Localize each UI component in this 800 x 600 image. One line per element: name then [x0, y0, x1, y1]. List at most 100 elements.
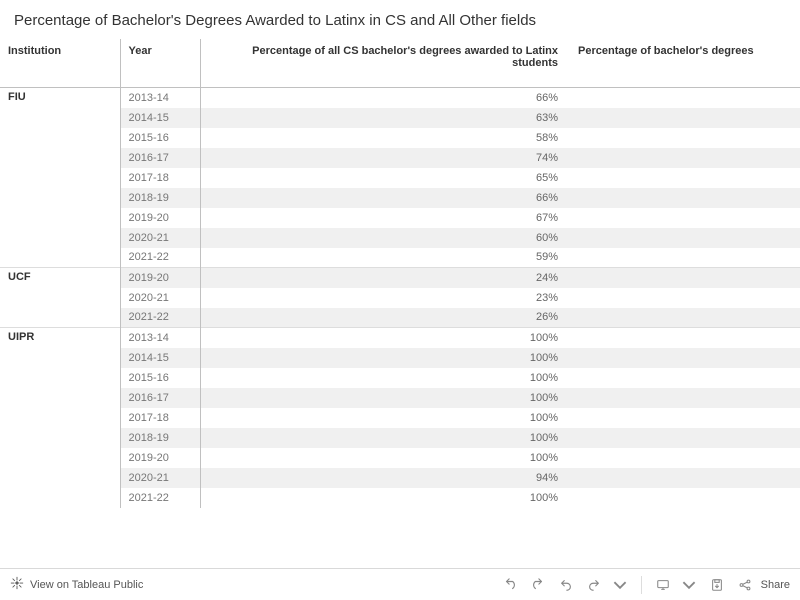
table-row[interactable]: 2014-1563% [0, 108, 800, 128]
pct-cs-cell[interactable]: 65% [200, 168, 570, 188]
table-row[interactable]: 2020-2123% [0, 288, 800, 308]
pct-cs-cell[interactable]: 58% [200, 128, 570, 148]
year-cell[interactable]: 2017-18 [120, 408, 200, 428]
table-row[interactable]: 2019-20100% [0, 448, 800, 468]
year-cell[interactable]: 2021-22 [120, 308, 200, 328]
pct-all-cell[interactable] [570, 148, 800, 168]
pct-cs-cell[interactable]: 100% [200, 428, 570, 448]
pct-all-cell[interactable] [570, 88, 800, 108]
table-row[interactable]: 2020-2160% [0, 228, 800, 248]
pct-cs-cell[interactable]: 100% [200, 368, 570, 388]
pct-all-cell[interactable] [570, 168, 800, 188]
redo-icon[interactable] [527, 574, 549, 596]
year-cell[interactable]: 2014-15 [120, 348, 200, 368]
table-row[interactable]: 2018-1966% [0, 188, 800, 208]
table-row[interactable]: 2019-2067% [0, 208, 800, 228]
pct-cs-cell[interactable]: 63% [200, 108, 570, 128]
pct-all-cell[interactable] [570, 388, 800, 408]
table-row[interactable]: 2017-18100% [0, 408, 800, 428]
view-on-tableau-link[interactable]: View on Tableau Public [30, 579, 143, 591]
table-row[interactable]: 2021-2259% [0, 248, 800, 268]
device-preview-icon[interactable] [652, 574, 674, 596]
pct-cs-cell[interactable]: 100% [200, 448, 570, 468]
table-row[interactable]: 2020-2194% [0, 468, 800, 488]
table-row[interactable]: 2016-1774% [0, 148, 800, 168]
table-row[interactable]: 2015-16100% [0, 368, 800, 388]
table-row[interactable]: 2018-19100% [0, 428, 800, 448]
pct-cs-cell[interactable]: 100% [200, 328, 570, 348]
pct-all-cell[interactable] [570, 128, 800, 148]
institution-cell[interactable]: UCF [0, 268, 120, 328]
year-cell[interactable]: 2018-19 [120, 428, 200, 448]
year-cell[interactable]: 2016-17 [120, 388, 200, 408]
pct-all-cell[interactable] [570, 448, 800, 468]
pct-all-cell[interactable] [570, 408, 800, 428]
pct-cs-cell[interactable]: 74% [200, 148, 570, 168]
table-row[interactable]: 2015-1658% [0, 128, 800, 148]
pct-cs-cell[interactable]: 26% [200, 308, 570, 328]
table-row[interactable]: FIU2013-1466% [0, 88, 800, 108]
pct-all-cell[interactable] [570, 308, 800, 328]
year-cell[interactable]: 2020-21 [120, 228, 200, 248]
col-header-pct-all[interactable]: Percentage of bachelor's degrees [570, 39, 800, 88]
refresh-menu-chevron-down-icon[interactable] [609, 574, 631, 596]
pct-cs-cell[interactable]: 23% [200, 288, 570, 308]
pct-all-cell[interactable] [570, 488, 800, 508]
table-row[interactable]: 2021-22100% [0, 488, 800, 508]
pct-cs-cell[interactable]: 100% [200, 488, 570, 508]
year-cell[interactable]: 2013-14 [120, 328, 200, 348]
col-header-pct-cs[interactable]: Percentage of all CS bachelor's degrees … [200, 39, 570, 88]
share-button[interactable]: Share [734, 574, 790, 596]
year-cell[interactable]: 2020-21 [120, 288, 200, 308]
undo-icon[interactable] [499, 574, 521, 596]
col-header-year[interactable]: Year [120, 39, 200, 88]
table-row[interactable]: 2016-17100% [0, 388, 800, 408]
pct-all-cell[interactable] [570, 228, 800, 248]
year-cell[interactable]: 2019-20 [120, 448, 200, 468]
pct-all-cell[interactable] [570, 348, 800, 368]
pct-cs-cell[interactable]: 94% [200, 468, 570, 488]
refresh-icon[interactable] [583, 574, 605, 596]
table-row[interactable]: 2017-1865% [0, 168, 800, 188]
year-cell[interactable]: 2015-16 [120, 128, 200, 148]
year-cell[interactable]: 2018-19 [120, 188, 200, 208]
tableau-logo-icon[interactable] [10, 576, 24, 593]
pct-all-cell[interactable] [570, 248, 800, 268]
year-cell[interactable]: 2019-20 [120, 268, 200, 288]
year-cell[interactable]: 2015-16 [120, 368, 200, 388]
pct-cs-cell[interactable]: 66% [200, 88, 570, 108]
pct-all-cell[interactable] [570, 288, 800, 308]
year-cell[interactable]: 2017-18 [120, 168, 200, 188]
pct-all-cell[interactable] [570, 188, 800, 208]
pct-cs-cell[interactable]: 66% [200, 188, 570, 208]
pct-cs-cell[interactable]: 100% [200, 348, 570, 368]
pct-all-cell[interactable] [570, 328, 800, 348]
pct-cs-cell[interactable]: 24% [200, 268, 570, 288]
download-icon[interactable] [706, 574, 728, 596]
pct-cs-cell[interactable]: 100% [200, 388, 570, 408]
pct-all-cell[interactable] [570, 468, 800, 488]
pct-all-cell[interactable] [570, 108, 800, 128]
year-cell[interactable]: 2021-22 [120, 248, 200, 268]
pct-cs-cell[interactable]: 59% [200, 248, 570, 268]
pct-all-cell[interactable] [570, 368, 800, 388]
pct-cs-cell[interactable]: 67% [200, 208, 570, 228]
year-cell[interactable]: 2019-20 [120, 208, 200, 228]
year-cell[interactable]: 2020-21 [120, 468, 200, 488]
table-row[interactable]: UIPR2013-14100% [0, 328, 800, 348]
table-row[interactable]: 2021-2226% [0, 308, 800, 328]
institution-cell[interactable]: UIPR [0, 328, 120, 508]
year-cell[interactable]: 2016-17 [120, 148, 200, 168]
pct-all-cell[interactable] [570, 208, 800, 228]
pct-all-cell[interactable] [570, 268, 800, 288]
revert-icon[interactable] [555, 574, 577, 596]
col-header-institution[interactable]: Institution [0, 39, 120, 88]
year-cell[interactable]: 2013-14 [120, 88, 200, 108]
pct-all-cell[interactable] [570, 428, 800, 448]
table-row[interactable]: UCF2019-2024% [0, 268, 800, 288]
pct-cs-cell[interactable]: 100% [200, 408, 570, 428]
year-cell[interactable]: 2014-15 [120, 108, 200, 128]
device-menu-chevron-down-icon[interactable] [678, 574, 700, 596]
institution-cell[interactable]: FIU [0, 88, 120, 268]
pct-cs-cell[interactable]: 60% [200, 228, 570, 248]
